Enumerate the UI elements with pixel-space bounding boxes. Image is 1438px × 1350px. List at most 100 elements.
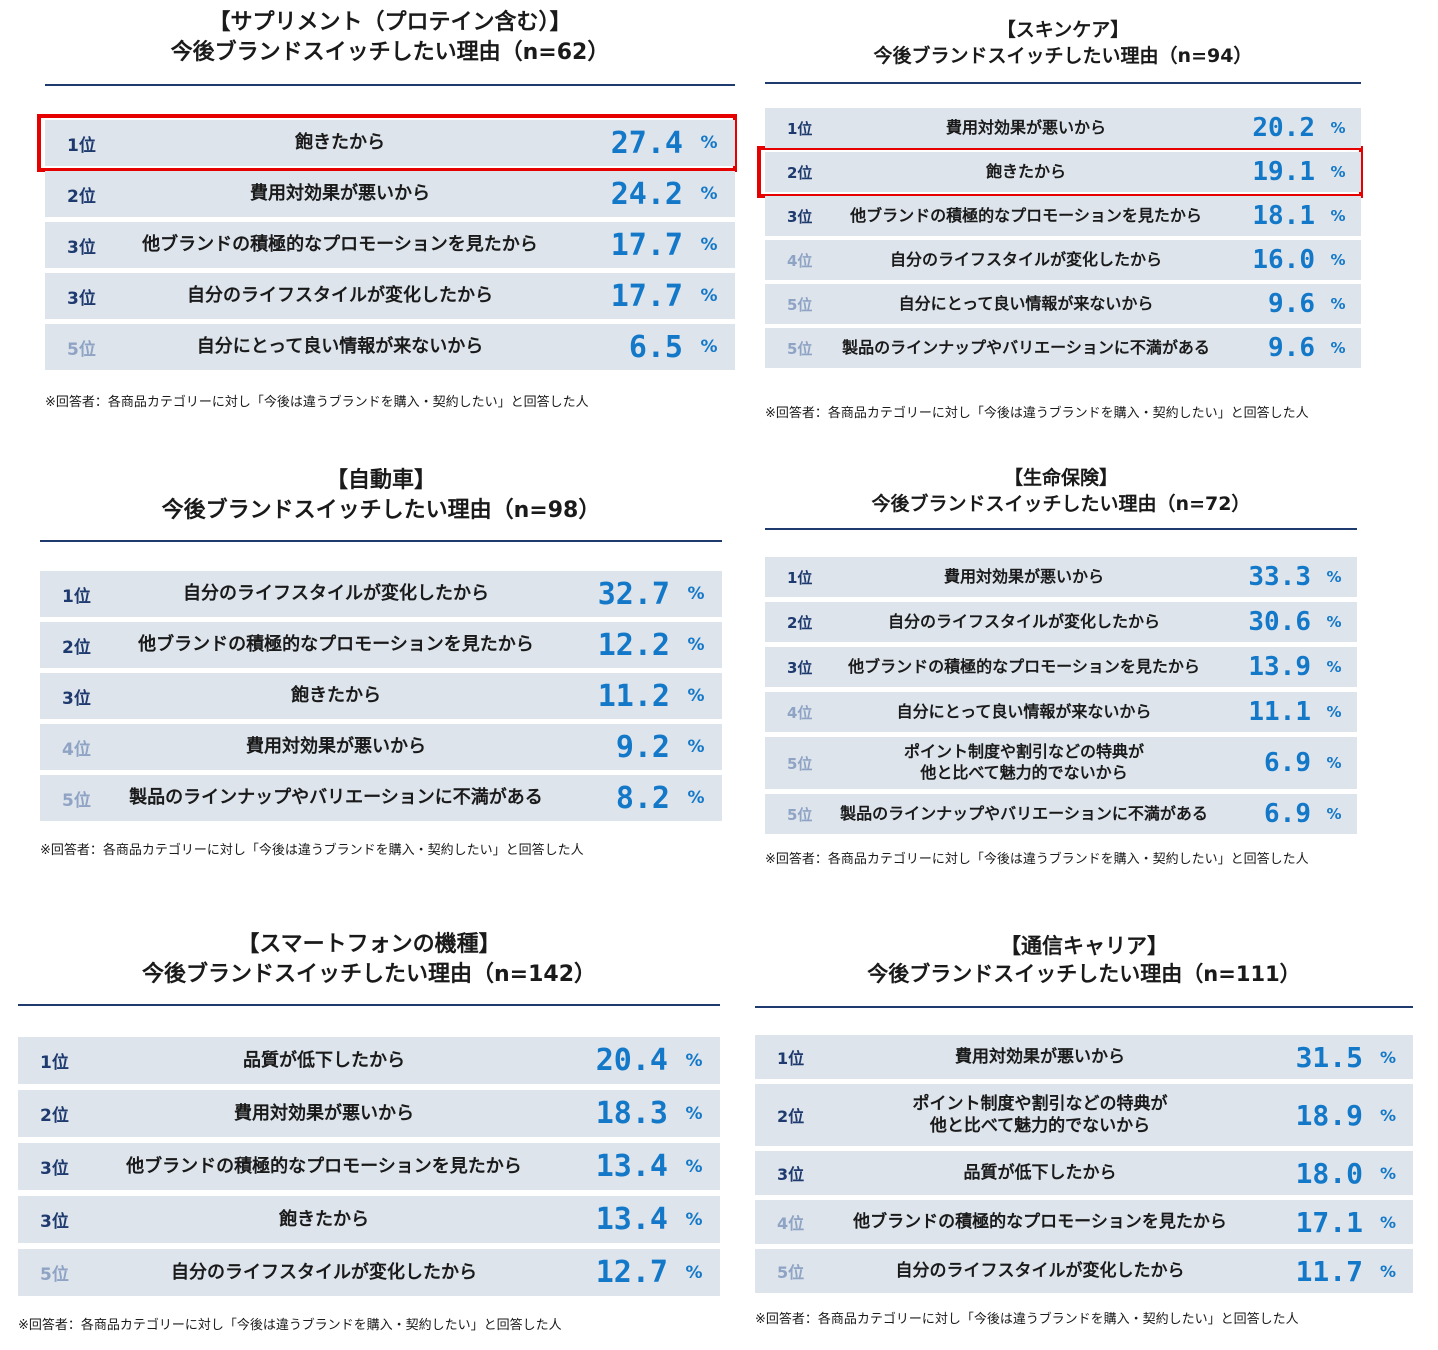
reason-label: 他ブランドの積極的なプロモーションを見たから (112, 633, 560, 656)
reason-label: 飽きたから (837, 162, 1215, 183)
percent-value: 9.2 (615, 729, 670, 765)
table-row: 5位 自分のライフスタイルが変化したから 11.7% (755, 1249, 1413, 1293)
percent-value: 20.2 (1252, 113, 1315, 143)
reason-line: 品質が低下したから (963, 1162, 1117, 1183)
reason-label: 製品のラインナップやバリエーションに不満がある (112, 786, 560, 809)
respondent-footnote: ※回答者：各商品カテゴリーに対し「今後は違うブランドを購入・契約したい」と回答し… (18, 1318, 562, 1333)
percent-value: 18.1 (1252, 201, 1315, 231)
percent-value: 13.9 (1248, 652, 1311, 682)
percent-unit: % (1330, 295, 1346, 313)
ranking-rows: 1位 飽きたから 27.4% 2位 費用対効果が悪いから 24.2% 3位 他ブランドの積極的… (45, 120, 735, 375)
rank-label: 3位 (67, 237, 96, 258)
panel-title: 【スキンケア】 今後ブランドスイッチしたい理由（n=94） (765, 18, 1361, 69)
percent-unit: % (685, 1262, 703, 1283)
percent-value: 17.7 (610, 227, 683, 263)
percent-unit: % (700, 337, 718, 357)
reason-line: 飽きたから (279, 1208, 369, 1230)
title-divider (18, 1004, 720, 1006)
rank-label: 1位 (787, 119, 813, 138)
percent-value: 16.0 (1252, 245, 1315, 275)
table-row: 2位 費用対効果が悪いから 18.3% (18, 1090, 720, 1137)
reason-label: 費用対効果が悪いから (112, 735, 560, 758)
reason-label: 自分にとって良い情報が来ないから (117, 335, 563, 358)
reason-label: 費用対効果が悪いから (837, 118, 1215, 139)
respondent-footnote: ※回答者：各商品カテゴリーに対し「今後は違うブランドを購入・契約したい」と回答し… (40, 843, 584, 858)
rank-label: 3位 (62, 688, 91, 709)
reason-line: 費用対効果が悪いから (246, 736, 426, 758)
reason-label: 飽きたから (90, 1208, 558, 1231)
reason-label: 自分のライフスタイルが変化したから (837, 612, 1211, 633)
reason-line: 自分のライフスタイルが変化したから (895, 1260, 1185, 1281)
percent-unit: % (685, 1050, 703, 1071)
percent-unit: % (687, 737, 705, 757)
reason-line: 自分のライフスタイルが変化したから (887, 611, 1160, 631)
table-row: 3位 品質が低下したから 18.0% (755, 1151, 1413, 1195)
table-row: 2位 他ブランドの積極的なプロモーションを見たから 12.2% (40, 622, 722, 668)
ranking-rows: 1位 品質が低下したから 20.4% 2位 費用対効果が悪いから 18.3% 3位 他ブランド… (18, 1037, 720, 1302)
panel-title: 【スマートフォンの機種】 今後ブランドスイッチしたい理由（n=142） (18, 930, 720, 989)
panel-category: 【サプリメント（プロテイン含む）】 (208, 10, 572, 35)
table-row: 3位 他ブランドの積極的なプロモーションを見たから 13.4% (18, 1143, 720, 1190)
reason-line: 他ブランドの積極的なプロモーションを見たから (142, 234, 538, 256)
table-row: 5位 自分のライフスタイルが変化したから 12.7% (18, 1249, 720, 1296)
reason-line: 費用対効果が悪いから (234, 1102, 414, 1124)
panel-title: 【サプリメント（プロテイン含む）】今後ブランドスイッチしたい理由（n=62） (45, 8, 735, 67)
table-row: 1位 自分のライフスタイルが変化したから 32.7% (40, 571, 722, 617)
reason-line: 他ブランドの積極的なプロモーションを見たから (126, 1155, 522, 1177)
reason-label: ポイント制度や割引などの特典が 他と比べて魅力的でないから (827, 1093, 1253, 1137)
table-row: 2位 飽きたから 19.1% (765, 152, 1361, 192)
table-row: 3位 他ブランドの積極的なプロモーションを見たから 18.1% (765, 196, 1361, 236)
percent-unit: % (687, 635, 705, 655)
reason-line: ポイント制度や割引などの特典が (912, 1093, 1168, 1114)
panel-category: 【自動車】 (325, 468, 436, 493)
panel-category: 【スマートフォンの機種】 (237, 932, 501, 957)
rank-label: 3位 (67, 288, 96, 309)
percent-unit: % (1379, 1212, 1397, 1232)
table-row: 3位 飽きたから 13.4% (18, 1196, 720, 1243)
percent-value: 17.7 (610, 278, 683, 314)
respondent-footnote: ※回答者：各商品カテゴリーに対し「今後は違うブランドを購入・契約したい」と回答し… (45, 395, 589, 410)
title-divider (45, 84, 735, 86)
reason-table-panel: 【スキンケア】 今後ブランドスイッチしたい理由（n=94） 1位 費用対効果が悪いから… (757, 18, 1363, 424)
percent-value: 18.0 (1295, 1156, 1363, 1190)
percent-unit: % (687, 584, 705, 604)
reason-line: 自分のライフスタイルが変化したから (171, 1261, 477, 1283)
reason-table-panel: 【自動車】 今後ブランドスイッチしたい理由（n=98） 1位 自分のライフスタイルが変… (40, 466, 722, 861)
table-row: 5位 製品のラインナップやバリエーションに不満がある 9.6% (765, 328, 1361, 368)
percent-unit: % (700, 235, 718, 255)
rank-label: 3位 (787, 207, 813, 226)
table-row: 1位 費用対効果が悪いから 33.3% (765, 557, 1357, 597)
percent-value: 11.7 (1295, 1254, 1363, 1288)
title-divider (755, 1006, 1413, 1008)
table-row: 2位 自分のライフスタイルが変化したから 30.6% (765, 602, 1357, 642)
percent-value: 9.6 (1268, 289, 1315, 319)
reason-label: 費用対効果が悪いから (90, 1102, 558, 1125)
table-row: 5位 製品のラインナップやバリエーションに不満がある 6.9% (765, 794, 1357, 834)
reason-line: 他ブランドの積極的なプロモーションを見たから (138, 634, 534, 656)
rank-label: 5位 (62, 790, 91, 811)
rank-label: 2位 (787, 163, 813, 182)
panel-title: 【通信キャリア】 今後ブランドスイッチしたい理由（n=111） (755, 932, 1413, 989)
table-row: 3位 飽きたから 11.2% (40, 673, 722, 719)
rank-label: 4位 (787, 251, 813, 270)
reason-line: 費用対効果が悪いから (945, 117, 1106, 137)
reason-label: 自分のライフスタイルが変化したから (827, 1260, 1253, 1282)
reason-line: 製品のラインナップやバリエーションに不満がある (840, 803, 1208, 823)
reason-label: 自分のライフスタイルが変化したから (90, 1261, 558, 1284)
rank-label: 3位 (787, 658, 813, 677)
reason-label: 製品のラインナップやバリエーションに不満がある (837, 338, 1215, 359)
reason-line: 品質が低下したから (243, 1049, 405, 1071)
rank-label: 5位 (777, 1263, 805, 1282)
panel-category: 【生命保険】 (1003, 467, 1118, 489)
table-row: 3位 自分のライフスタイルが変化したから 17.7% (45, 273, 735, 319)
reason-line: 他と比べて魅力的でないから (920, 763, 1128, 782)
panel-title: 【生命保険】 今後ブランドスイッチしたい理由（n=72） (765, 466, 1357, 517)
percent-value: 31.5 (1295, 1040, 1363, 1074)
title-divider (765, 528, 1357, 530)
rank-label: 5位 (787, 339, 813, 358)
percent-unit: % (1330, 163, 1346, 181)
reason-line: 自分のライフスタイルが変化したから (889, 249, 1162, 269)
rank-label: 5位 (40, 1265, 69, 1285)
percent-value: 13.4 (595, 1149, 668, 1184)
panel-subtitle: 今後ブランドスイッチしたい理由（n=62） (170, 39, 610, 65)
